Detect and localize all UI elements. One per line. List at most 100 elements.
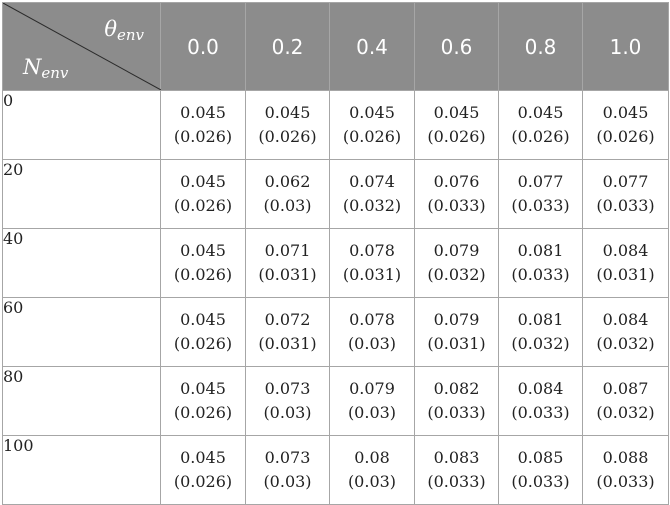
cell-std-dev: (0.026) xyxy=(342,127,402,146)
cell-std-dev: (0.032) xyxy=(342,196,402,215)
cell-std-dev: (0.031) xyxy=(427,334,486,353)
table-row: 100 0.045 (0.026) 0.073 (0.03) 0.08 (0.03) 0.08… xyxy=(2,435,669,505)
cell-value: 0.084 xyxy=(602,310,649,329)
table-row: 40 0.045 (0.026) 0.071 (0.031) 0.078 (0.031) 0.… xyxy=(2,228,669,298)
table-cell: 0.045 (0.026) xyxy=(160,228,246,298)
cell-value: 0.085 xyxy=(517,448,564,467)
row-header: 40 xyxy=(2,228,161,298)
table-cell: 0.045 (0.026) xyxy=(160,297,246,367)
cell-value: 0.045 xyxy=(180,241,226,260)
table-cell: 0.083 (0.033) xyxy=(414,435,499,505)
table-cell: 0.084 (0.032) xyxy=(582,297,669,367)
cell-value: 0.079 xyxy=(433,310,480,329)
cell-value: 0.073 xyxy=(264,448,311,467)
cell-std-dev: (0.026) xyxy=(511,127,570,146)
table-cell: 0.084 (0.033) xyxy=(498,366,583,436)
cell-value: 0.045 xyxy=(180,103,226,122)
row-header: 100 xyxy=(2,435,161,505)
table-cell: 0.081 (0.033) xyxy=(498,228,583,298)
cell-value: 0.079 xyxy=(349,379,395,398)
cell-value: 0.073 xyxy=(264,379,311,398)
cell-value: 0.045 xyxy=(180,379,226,398)
cell-value: 0.062 xyxy=(264,172,311,191)
cell-value: 0.078 xyxy=(349,241,395,260)
cell-std-dev: (0.033) xyxy=(511,265,570,284)
column-header: 0.0 xyxy=(160,2,246,91)
cell-value: 0.081 xyxy=(517,241,564,260)
column-header: 0.8 xyxy=(498,2,583,91)
cell-std-dev: (0.033) xyxy=(511,403,570,422)
table-cell: 0.045 (0.026) xyxy=(160,435,246,505)
table-cell: 0.076 (0.033) xyxy=(414,159,499,229)
cell-std-dev: (0.026) xyxy=(427,127,486,146)
cell-std-dev: (0.032) xyxy=(596,403,655,422)
n-env-label: Nenv xyxy=(23,55,69,82)
table-cell: 0.081 (0.032) xyxy=(498,297,583,367)
cell-std-dev: (0.033) xyxy=(596,196,655,215)
table-cell: 0.071 (0.031) xyxy=(245,228,330,298)
table-cell: 0.077 (0.033) xyxy=(582,159,669,229)
table-cell: 0.045 (0.026) xyxy=(160,90,246,160)
table-cell: 0.079 (0.03) xyxy=(329,366,415,436)
table-cell: 0.084 (0.031) xyxy=(582,228,669,298)
cell-std-dev: (0.03) xyxy=(263,403,312,422)
table-cell: 0.082 (0.033) xyxy=(414,366,499,436)
cell-std-dev: (0.033) xyxy=(427,196,486,215)
table-row: 80 0.045 (0.026) 0.073 (0.03) 0.079 (0.03) 0.08… xyxy=(2,366,669,436)
cell-std-dev: (0.026) xyxy=(596,127,655,146)
table-cell: 0.062 (0.03) xyxy=(245,159,330,229)
table-cell: 0.045 (0.026) xyxy=(160,159,246,229)
cell-std-dev: (0.026) xyxy=(258,127,317,146)
table-row: 20 0.045 (0.026) 0.062 (0.03) 0.074 (0.032) 0.0… xyxy=(2,159,669,229)
cell-value: 0.083 xyxy=(433,448,480,467)
cell-value: 0.045 xyxy=(602,103,649,122)
cell-value: 0.045 xyxy=(180,172,226,191)
cell-std-dev: (0.03) xyxy=(347,472,397,491)
row-header: 0 xyxy=(2,90,161,160)
table-cell: 0.045 (0.026) xyxy=(245,90,330,160)
cell-std-dev: (0.033) xyxy=(511,196,570,215)
cell-value: 0.071 xyxy=(264,241,311,260)
row-header: 20 xyxy=(2,159,161,229)
cell-std-dev: (0.031) xyxy=(342,265,402,284)
cell-value: 0.088 xyxy=(602,448,649,467)
cell-std-dev: (0.032) xyxy=(427,265,486,284)
cell-std-dev: (0.033) xyxy=(427,472,486,491)
corner-header: θenv Nenv xyxy=(2,2,161,91)
table-cell: 0.073 (0.03) xyxy=(245,366,330,436)
cell-std-dev: (0.026) xyxy=(173,127,233,146)
cell-value: 0.08 xyxy=(354,448,390,467)
theta-env-label: θenv xyxy=(104,17,144,44)
cell-value: 0.081 xyxy=(517,310,564,329)
column-header: 0.6 xyxy=(414,2,499,91)
cell-value: 0.082 xyxy=(433,379,480,398)
diagonal-divider xyxy=(3,3,161,90)
cell-std-dev: (0.032) xyxy=(511,334,570,353)
cell-value: 0.087 xyxy=(602,379,649,398)
table-cell: 0.045 (0.026) xyxy=(582,90,669,160)
cell-value: 0.045 xyxy=(264,103,311,122)
cell-value: 0.045 xyxy=(517,103,564,122)
cell-std-dev: (0.026) xyxy=(173,334,233,353)
cell-std-dev: (0.026) xyxy=(173,265,233,284)
table-row: 0 0.045 (0.026) 0.045 (0.026) 0.045 (0.026) 0.0… xyxy=(2,90,669,160)
cell-std-dev: (0.031) xyxy=(596,265,655,284)
header-row: θenv Nenv 0.0 0.2 0.4 0.6 0.8 1.0 xyxy=(2,2,669,91)
cell-std-dev: (0.026) xyxy=(173,403,233,422)
table-cell: 0.088 (0.033) xyxy=(582,435,669,505)
cell-value: 0.076 xyxy=(433,172,480,191)
table-cell: 0.045 (0.026) xyxy=(329,90,415,160)
cell-value: 0.078 xyxy=(349,310,395,329)
cell-value: 0.045 xyxy=(180,310,226,329)
table-cell: 0.078 (0.03) xyxy=(329,297,415,367)
column-header: 0.2 xyxy=(245,2,330,91)
cell-std-dev: (0.03) xyxy=(347,334,397,353)
table-cell: 0.087 (0.032) xyxy=(582,366,669,436)
table-cell: 0.045 (0.026) xyxy=(498,90,583,160)
cell-value: 0.074 xyxy=(349,172,395,191)
table-cell: 0.078 (0.031) xyxy=(329,228,415,298)
table-cell: 0.045 (0.026) xyxy=(414,90,499,160)
table-cell: 0.08 (0.03) xyxy=(329,435,415,505)
cell-std-dev: (0.026) xyxy=(173,472,233,491)
